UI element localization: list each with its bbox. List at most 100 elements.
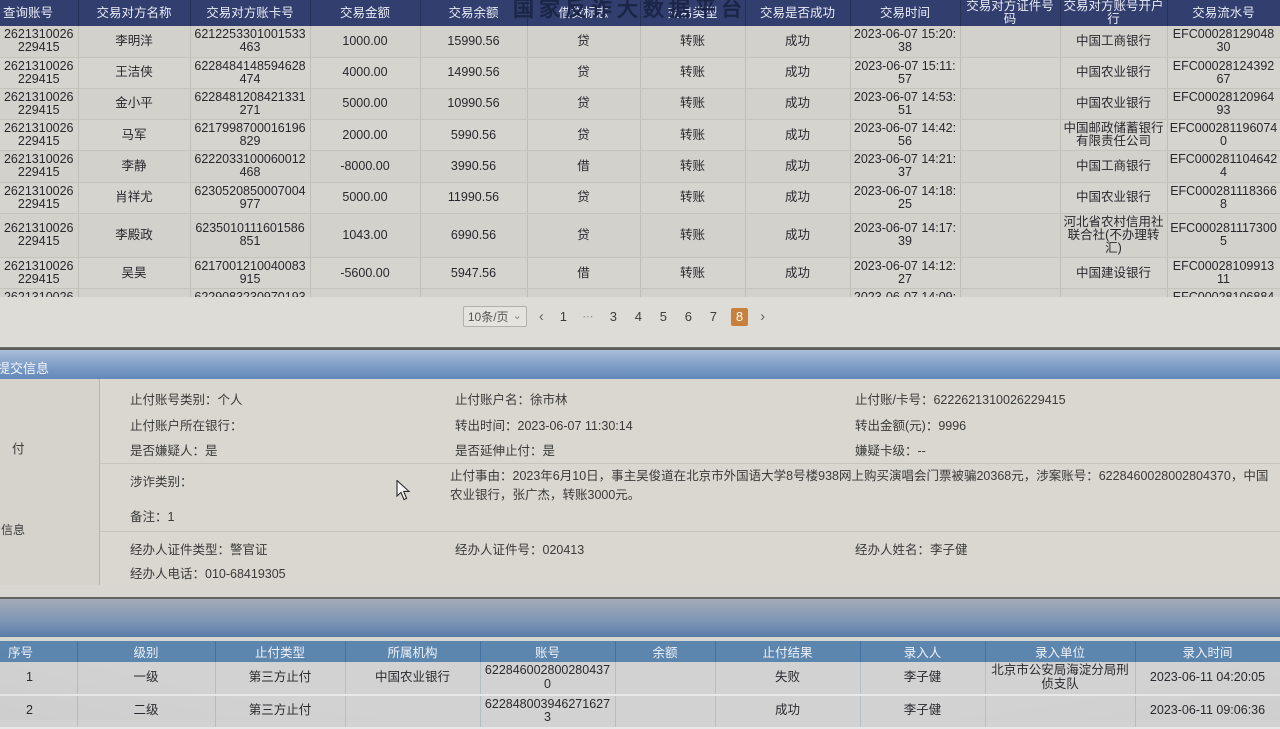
cell-flag: 贷 xyxy=(527,182,641,214)
page-button-6[interactable]: 6 xyxy=(684,308,692,324)
page-button-1[interactable]: 1 xyxy=(559,308,567,324)
field-operator-cert-type: 经办人证件类型：警官证 xyxy=(130,543,268,557)
page-button-5[interactable]: 5 xyxy=(659,308,667,324)
chevron-down-icon: ⌄ xyxy=(512,310,522,322)
col-header-account: 账号 xyxy=(480,641,616,662)
cell-flag: 贷 xyxy=(527,213,641,259)
col-header-counterparty-name: 交易对方名称 xyxy=(78,0,191,27)
cell-card: 6230520850007004977 xyxy=(190,182,311,214)
cell-amount: 1043.00 xyxy=(310,213,421,259)
field-extend-stop-payment: 是否延伸止付：是 xyxy=(455,444,556,458)
col-header-amount: 交易金额 xyxy=(310,0,421,27)
col-header-serial-number: 交易流水号 xyxy=(1167,0,1280,27)
field-transfer-out-amount: 转出金额(元)：9996 xyxy=(855,419,967,433)
cell-flag: 借 xyxy=(527,150,641,183)
cell-level: 二级 xyxy=(77,694,216,729)
next-page-button[interactable]: › xyxy=(760,307,766,325)
cell-amount: 2000.00 xyxy=(310,119,421,152)
field-is-suspect: 是否嫌疑人：是 xyxy=(130,444,218,458)
page-ellipsis[interactable]: ⋯ xyxy=(582,310,595,323)
cell-type: 转账 xyxy=(640,26,746,58)
left-edge-fragment-stop: 付 xyxy=(12,442,25,456)
cell-flag: 借 xyxy=(527,257,641,290)
cell-balance: 6990.56 xyxy=(420,213,528,259)
field-fraud-category: 涉诈类别： xyxy=(130,475,193,489)
cell-balance: 5990.56 xyxy=(420,119,528,152)
cell-name: 肖祥尤 xyxy=(78,182,191,214)
transaction-table: 查询账号 交易对方名称 交易对方账卡号 交易金额 交易余额 借贷标志 交易类型 … xyxy=(0,0,1280,352)
col-header-transaction-type: 交易类型 xyxy=(640,0,746,27)
field-transfer-out-time: 转出时间：2023-06-07 11:30:14 xyxy=(455,419,633,433)
cell-bank: 中国农业银行 xyxy=(1060,57,1168,89)
cell-amount: -8000.00 xyxy=(310,150,421,183)
col-header-entry-unit: 录入单位 xyxy=(985,641,1136,662)
field-stop-account-type: 止付账号类别：个人 xyxy=(130,393,243,407)
cell-card: 6217001210040083915 xyxy=(190,257,311,290)
cell-name: 金小平 xyxy=(78,88,191,121)
table-row: 2621310026229415 李静 6222033100060012468 -80… xyxy=(0,150,1280,183)
cell-bank: 中国农业银行 xyxy=(1060,182,1168,214)
cell-operator: 李子健 xyxy=(860,662,986,696)
cell-time: 2023-06-07 14:12:27 xyxy=(850,257,961,290)
table-row: 1 一级 第三方止付 中国农业银行 6228460028002804370 失败 李子健 北京… xyxy=(0,662,1280,696)
col-header-balance: 交易余额 xyxy=(420,0,528,27)
stop-payment-result-header xyxy=(0,597,1280,637)
table-row: 2621310026229415 李明洋 6212253301001533463 10… xyxy=(0,26,1280,58)
cell-success: 成功 xyxy=(745,57,851,89)
cell-time: 2023-06-07 14:42:56 xyxy=(850,119,961,152)
cell-amount: 1000.00 xyxy=(310,26,421,58)
transaction-rows: 2621310026229415 李明洋 6212253301001533463 10… xyxy=(0,26,1280,352)
col-header-query-account: 查询账号 xyxy=(0,0,79,27)
cell-balance: 10990.56 xyxy=(420,88,528,121)
col-header-balance: 余额 xyxy=(615,641,716,662)
cell-type: 转账 xyxy=(640,119,746,152)
cell-cert xyxy=(960,26,1061,58)
cell-time: 2023-06-07 14:18:25 xyxy=(850,182,961,214)
cell-card: 6212253301001533463 xyxy=(190,26,311,58)
cell-serial: EFC0002811960740 xyxy=(1167,119,1280,152)
cell-balance xyxy=(615,662,716,696)
cell-balance xyxy=(615,694,716,729)
cell-flag: 贷 xyxy=(527,57,641,89)
stop-payment-header-row: 序号 级别 止付类型 所属机构 账号 余额 止付结果 录入人 录入单位 录入时间 xyxy=(0,641,1280,662)
cell-card: 6222033100060012468 xyxy=(190,150,311,183)
cell-balance: 14990.56 xyxy=(420,57,528,89)
cell-serial: EFC0002811183668 xyxy=(1167,182,1280,214)
col-header-success: 交易是否成功 xyxy=(745,0,851,27)
cell-name: 马军 xyxy=(78,119,191,152)
cell-account: 6228460028002804370 xyxy=(480,662,616,696)
col-header-debit-credit-flag: 借贷标志 xyxy=(527,0,641,27)
col-header-entered-by: 录入人 xyxy=(860,641,986,662)
page-size-select[interactable]: 10条/页 ⌄ xyxy=(462,306,527,327)
page-button-8-active[interactable]: 8 xyxy=(730,307,749,326)
submit-info-header: 提交信息 xyxy=(0,348,1280,379)
cell-account: 2621310026229415 xyxy=(0,213,79,259)
table-row: 2621310026229415 肖祥尤 6230520850007004977 50… xyxy=(0,182,1280,214)
cell-bank: 中国工商银行 xyxy=(1060,150,1168,183)
table-row: 2621310026229415 王洁侠 6228484148594628474 40… xyxy=(0,57,1280,89)
cell-cert xyxy=(960,88,1061,121)
cell-name: 李静 xyxy=(78,150,191,183)
page-button-4[interactable]: 4 xyxy=(634,308,642,324)
prev-page-button[interactable]: ‹ xyxy=(538,307,544,325)
cell-time: 2023-06-07 15:20:38 xyxy=(850,26,961,58)
cell-account: 2621310026229415 xyxy=(0,57,79,89)
page-button-3[interactable]: 3 xyxy=(609,308,617,324)
cell-balance: 3990.56 xyxy=(420,150,528,183)
cell-serial: EFC0002811173005 xyxy=(1167,213,1280,259)
cell-bank: 中国工商银行 xyxy=(1060,26,1168,58)
cell-seq: 1 xyxy=(0,662,78,696)
cell-type: 转账 xyxy=(640,57,746,89)
cell-amount: 5000.00 xyxy=(310,88,421,121)
cell-account: 2621310026229415 xyxy=(0,119,79,152)
page-button-7[interactable]: 7 xyxy=(709,308,717,324)
cell-account: 2621310026229415 xyxy=(0,150,79,183)
cell-serial: EFC0002812096493 xyxy=(1167,88,1280,121)
cell-name: 吴昊 xyxy=(78,257,191,290)
cell-success: 成功 xyxy=(745,26,851,58)
submit-info-panel: 止付账号类别：个人 止付账户名：徐市林 止付账/卡号：6222621310026… xyxy=(0,379,1280,585)
cell-time: 2023-06-07 15:11:57 xyxy=(850,57,961,89)
submit-info-title: 提交信息 xyxy=(0,361,50,376)
table-row: 2621310026229415 吴昊 6217001210040083915 -56… xyxy=(0,257,1280,290)
